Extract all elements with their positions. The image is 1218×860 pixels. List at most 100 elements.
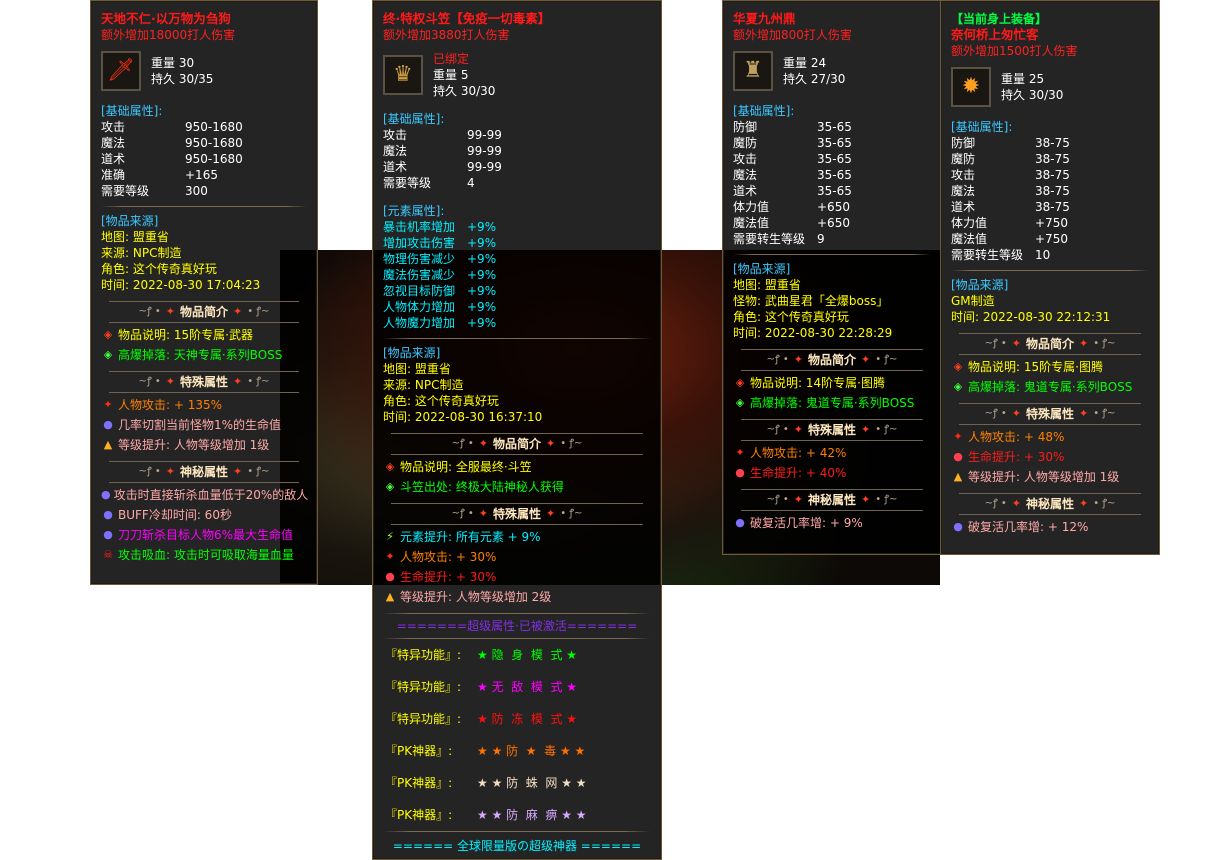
ornament-left: ~ꝭ •: [138, 466, 161, 477]
item-weight: 重量 25: [1001, 71, 1063, 87]
attribute-text: 破复活几率增: + 12%: [968, 520, 1089, 534]
red-star-icon: ✦: [546, 437, 556, 450]
super-text: ★ 隐 身 模 式 ★: [477, 648, 578, 662]
attribute-item: ◈ 物品说明: 全服最终·斗笠: [383, 459, 651, 475]
label: 重量: [783, 56, 808, 70]
divider: [383, 338, 651, 339]
red-diamond-icon: ◈: [385, 460, 395, 473]
attr-value: +9%: [467, 284, 497, 298]
base-attribute-row: 魔法值 +650: [733, 215, 931, 231]
base-attribute-row: 攻击 99-99: [383, 127, 651, 143]
purple-orb-icon: ●: [101, 488, 111, 501]
base-attribute-row: 魔法 35-65: [733, 167, 931, 183]
base-attribute-row: 需要等级 4: [383, 175, 651, 191]
super-row: 『PK神器』: ★ ★ 防 蛛 网 ★ ★: [383, 767, 651, 799]
red-star-icon: ✦: [546, 507, 556, 520]
item-bonus: 额外增加1500打人伤害: [951, 44, 1078, 58]
section-header: ~ꝭ • ✦ 物品简介 ✦ • ꝭ~: [109, 301, 299, 323]
attr-value: +750: [1035, 216, 1068, 230]
lightning-icon: ⚡: [386, 530, 394, 543]
value: 25: [1028, 72, 1045, 86]
red-star-icon: ✦: [793, 493, 803, 506]
purple-orb-icon: ●: [953, 520, 963, 533]
base-attribute-row: 魔法 38-75: [951, 183, 1149, 199]
base-attribute-row: 防御 38-75: [951, 135, 1149, 151]
section-title: 特殊属性: [179, 375, 228, 389]
value: 30/35: [178, 72, 214, 86]
attr-name: 人物体力增加: [383, 300, 456, 314]
section-header: ~ꝭ • ✦ 特殊属性 ✦ • ꝭ~: [391, 503, 643, 525]
element-attribute-row: 人物魔力增加 +9%: [383, 315, 651, 331]
attr-name: 魔法值: [733, 216, 770, 230]
green-diamond-icon: ◈: [103, 348, 113, 361]
super-label: 『PK神器』:: [385, 808, 453, 822]
attr-name: 人物魔力增加: [383, 316, 456, 330]
triangle-icon: ▲: [385, 590, 395, 603]
source-header: [物品来源]: [951, 278, 1009, 292]
value: 30/30: [460, 84, 496, 98]
item-name: 奈何桥上匆忙客: [951, 27, 1039, 42]
base-attribute-row: 攻击 950-1680: [101, 119, 307, 135]
item-bonus: 额外增加18000打人伤害: [101, 28, 236, 42]
red-star-icon: ✦: [1079, 407, 1089, 420]
red-star-icon: ✦: [1011, 407, 1021, 420]
source-header: [物品来源]: [101, 214, 159, 228]
attr-value: +650: [817, 216, 850, 230]
source-header: [物品来源]: [733, 262, 791, 276]
item-durability: 持久 30/30: [1001, 87, 1063, 103]
label: 持久: [433, 84, 458, 98]
super-text: ★ ★ 防 ★ 毒 ★ ★: [477, 744, 586, 758]
purple-orb-icon: ●: [103, 528, 113, 541]
attribute-text: 高爆掉落: 鬼道专属·系列BOSS: [750, 396, 915, 410]
attr-name: 攻击: [733, 152, 758, 166]
super-label: 『特异功能』:: [385, 712, 462, 726]
attr-value: +9%: [467, 252, 497, 266]
item-durability: 持久 30/30: [433, 83, 495, 99]
attr-value: 950-1680: [185, 152, 243, 166]
attribute-item: ◈ 物品说明: 15阶专属·图腾: [951, 359, 1149, 375]
super-label: 『特异功能』:: [385, 680, 462, 694]
section-title: 特殊属性: [1025, 407, 1074, 421]
attribute-text: 人物攻击: + 48%: [968, 430, 1065, 444]
red-star-icon: ✦: [1011, 497, 1021, 510]
attr-value: 950-1680: [185, 136, 243, 150]
super-text: ★ ★ 防 蛛 网 ★ ★: [477, 776, 587, 790]
source-row: 角色: 这个传奇真好玩: [733, 310, 849, 324]
value: 30/30: [1028, 88, 1064, 102]
base-attribute-row: 需要转生等级 9: [733, 231, 931, 247]
attribute-item: ● 几率切割当前怪物1%的生命值: [101, 417, 307, 433]
attr-name: 攻击: [383, 128, 408, 142]
attribute-item: ▲ 等级提升: 人物等级增加 1级: [951, 469, 1149, 485]
section-header: ~ꝭ • ✦ 物品简介 ✦ • ꝭ~: [959, 333, 1141, 355]
attr-value: +9%: [467, 236, 497, 250]
red-star-icon: ✦: [953, 430, 963, 443]
red-star-icon: ✦: [233, 465, 243, 478]
section-title: 物品简介: [807, 353, 856, 367]
element-attribute-row: 增加攻击伤害 +9%: [383, 235, 651, 251]
attr-value: +9%: [467, 220, 497, 234]
triangle-icon: ▲: [953, 470, 963, 483]
base-attribute-row: 道术 99-99: [383, 159, 651, 175]
source-row: 时间: 2022-08-30 16:37:10: [383, 410, 543, 424]
item-name: 华夏九州鼎: [733, 11, 796, 26]
attribute-item: ◈ 斗笠出处: 终极大陆神秘人获得: [383, 479, 651, 495]
base-attribute-row: 魔法 99-99: [383, 143, 651, 159]
attr-value: 35-65: [817, 152, 852, 166]
attribute-item: ✦ 人物攻击: + 135%: [101, 397, 307, 413]
attribute-text: 人物攻击: + 30%: [400, 550, 497, 564]
base-attribute-row: 道术 950-1680: [101, 151, 307, 167]
red-star-icon: ✦: [385, 550, 395, 563]
base-attribute-row: 道术 35-65: [733, 183, 931, 199]
attr-name: 魔法: [101, 136, 126, 150]
attribute-item: ● 破复活几率增: + 9%: [733, 515, 931, 531]
attribute-item: ✦ 人物攻击: + 48%: [951, 429, 1149, 445]
base-attributes-header: [基础属性]:: [951, 120, 1013, 134]
ornament-right: • ꝭ~: [247, 466, 270, 477]
attribute-text: 破复活几率增: + 9%: [750, 516, 863, 530]
section-title: 物品简介: [492, 437, 541, 451]
source-row: 时间: 2022-08-30 22:28:29: [733, 326, 893, 340]
attribute-item: ✦ 人物攻击: + 30%: [383, 549, 651, 565]
red-star-icon: ✦: [735, 446, 745, 459]
section-header: ~ꝭ • ✦ 神秘属性 ✦ • ꝭ~: [959, 493, 1141, 515]
section-header: ~ꝭ • ✦ 物品简介 ✦ • ꝭ~: [391, 433, 643, 455]
